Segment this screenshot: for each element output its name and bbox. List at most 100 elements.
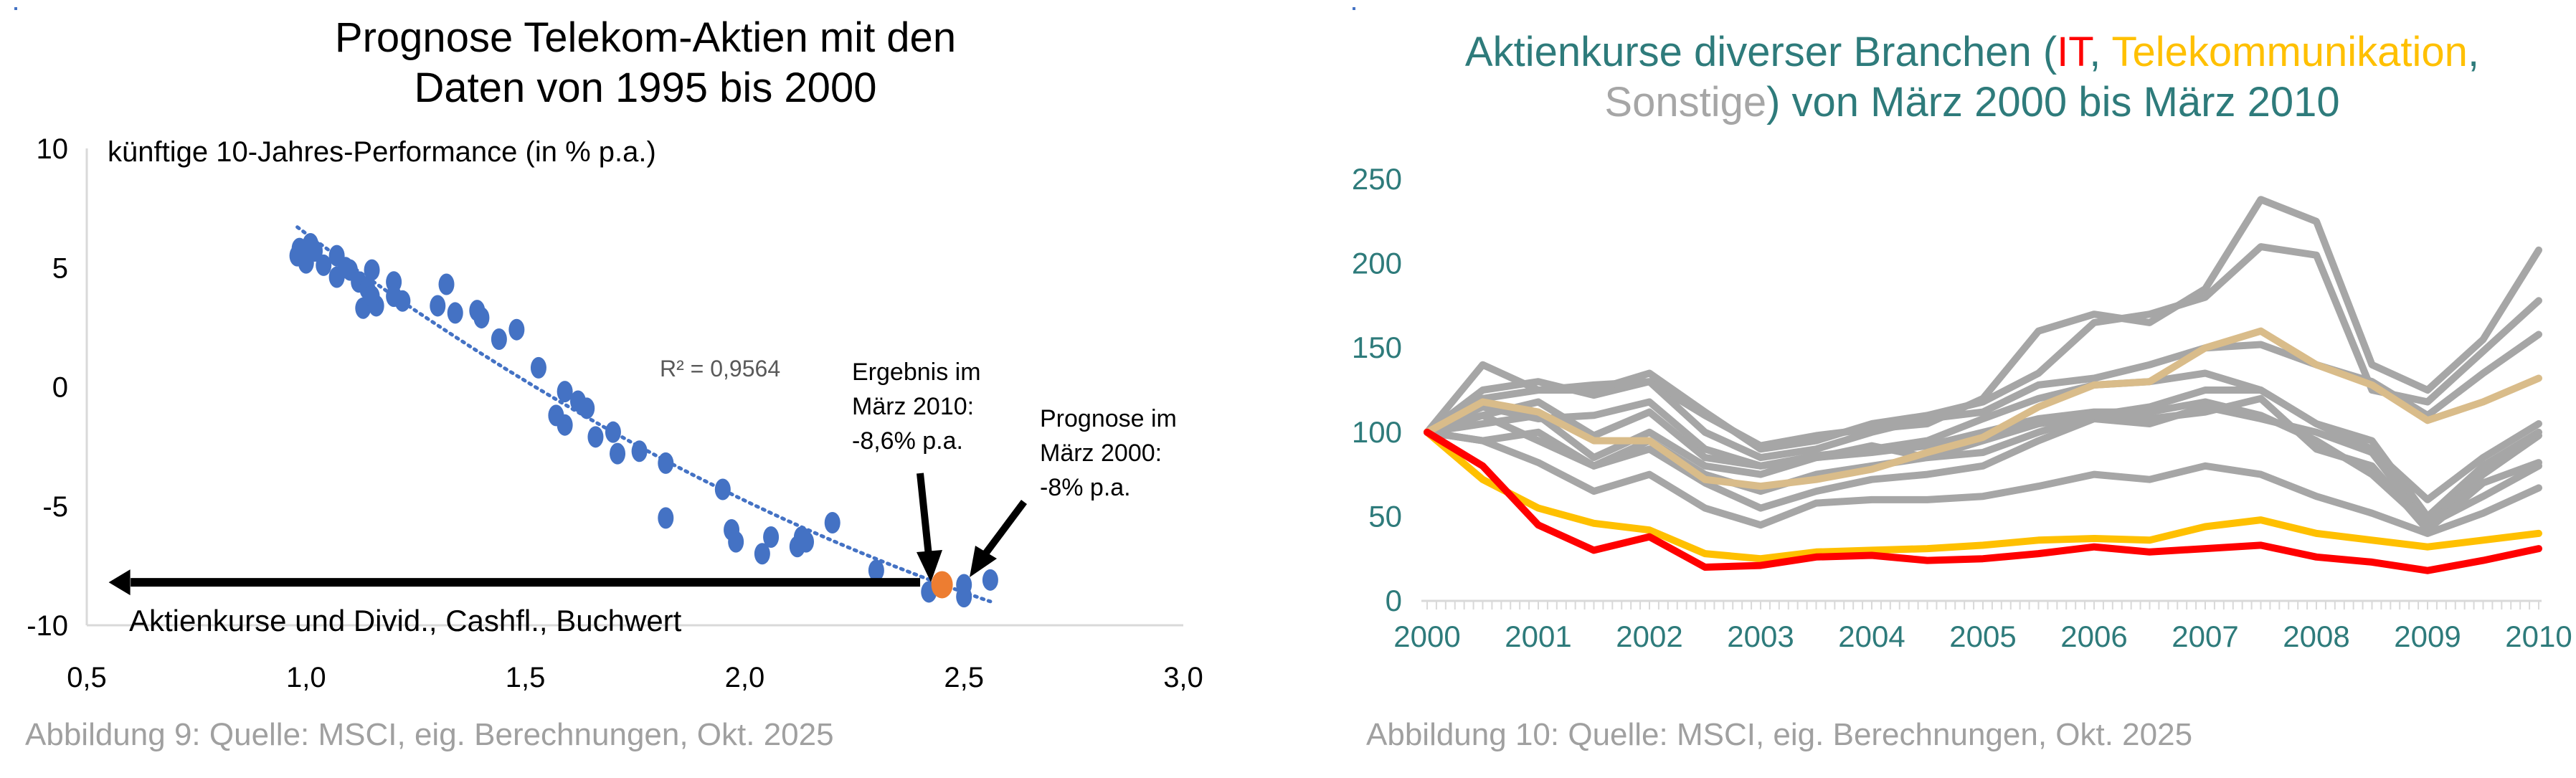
y-tick-label: 10 <box>37 133 69 165</box>
data-point <box>307 239 323 262</box>
data-point <box>491 328 507 350</box>
x-tick-label: 2005 <box>1949 620 2016 653</box>
data-point <box>447 302 463 324</box>
x-tick-label: 2002 <box>1616 620 1682 653</box>
title-text: Aktienkurse diverser Branchen ( <box>1464 29 2058 75</box>
data-point <box>605 421 621 443</box>
y-tick-label: -5 <box>42 491 68 523</box>
corner-mark <box>1353 7 1355 10</box>
series-line-sonstige-9 <box>1424 386 2542 521</box>
data-point <box>438 273 455 295</box>
left-title-line-2: Daten von 1995 bis 2000 <box>414 65 877 111</box>
series-line-sonstige-10 <box>1424 327 2542 490</box>
title-sonstige: Sonstige <box>1604 79 1767 125</box>
x-tick-label: 2,5 <box>944 662 984 693</box>
data-point <box>763 526 780 548</box>
data-point <box>728 531 744 553</box>
left-caption: Abbildung 9: Quelle: MSCI, eig. Berechnu… <box>25 717 834 752</box>
data-point <box>868 559 884 582</box>
series-line-sonstige-2 <box>1424 243 2542 453</box>
result-arrow-shaft <box>917 473 932 556</box>
title-telekom: Telekommunikation <box>2111 29 2468 75</box>
title-it: IT <box>2057 29 2090 75</box>
series-line-sonstige-1 <box>1424 196 2542 450</box>
data-point <box>364 259 380 281</box>
data-point <box>557 414 573 436</box>
data-point <box>508 318 525 341</box>
data-point <box>798 531 815 553</box>
data-point <box>530 356 546 379</box>
arrow-label: Aktienkurse und Divid., Cashfl., Buchwer… <box>129 604 682 637</box>
x-tick-label: 1,5 <box>506 662 546 693</box>
forecast-arrow-shaft <box>980 500 1028 558</box>
data-point <box>754 543 770 565</box>
data-point <box>557 381 573 403</box>
data-point <box>658 452 674 474</box>
left-chart-title: Prognose Telekom-Aktien mit den Daten vo… <box>215 13 1076 113</box>
x-tick-label: 2009 <box>2394 620 2461 653</box>
series-line-sonstige-8 <box>1424 403 2542 529</box>
left-title-line-1: Prognose Telekom-Aktien mit den <box>334 14 957 61</box>
result-arrow-head <box>917 550 942 582</box>
highlight-point <box>931 571 953 599</box>
x-tick-label: 2001 <box>1505 620 1571 653</box>
y-tick-label: 200 <box>1352 247 1402 280</box>
r-squared-label: R² = 0,9564 <box>660 356 780 381</box>
x-tick-label: 2000 <box>1393 620 1460 653</box>
y-tick-label: 100 <box>1352 415 1402 449</box>
x-tick-label: 2,0 <box>725 662 765 693</box>
scatter-chart: 10 5 0 -5 -10 0,5 1,0 1,5 2,0 2,5 3,0 künftige 10-… <box>27 133 1203 693</box>
forecast-annotation-line-3: -8% p.a. <box>1040 474 1131 501</box>
data-point <box>316 254 332 276</box>
right-chart-title: Aktienkurse diverser Branchen (IT, Telek… <box>1398 27 2546 128</box>
x-tick-label: 0,5 <box>67 662 107 693</box>
result-annotation-line-2: März 2010: <box>852 393 974 420</box>
series-line-telekommunikation <box>1424 428 2542 563</box>
x-tick-label: 2004 <box>1838 620 1905 653</box>
x-tick-label: 3,0 <box>1163 662 1203 693</box>
data-point <box>824 512 840 534</box>
data-point <box>579 397 595 419</box>
title-sep: , <box>2089 29 2112 75</box>
series-line-sonstige-7 <box>1424 428 2542 537</box>
x-tick-label: 2007 <box>2172 620 2238 653</box>
data-point <box>394 290 411 312</box>
x-tick-label: 2006 <box>2060 620 2127 653</box>
y-tick-label: -10 <box>27 610 68 642</box>
y-tick-label: 150 <box>1352 331 1402 364</box>
series-line-sonstige-4 <box>1424 369 2542 503</box>
data-point <box>982 569 998 591</box>
data-point <box>714 478 731 501</box>
x-tick-label: 2010 <box>2505 620 2572 653</box>
y-tick-label: 250 <box>1352 162 1402 196</box>
y-axis-label: künftige 10-Jahres-Performance (in % p.a… <box>108 136 656 168</box>
y-tick-label: 0 <box>1386 584 1402 617</box>
forecast-annotation-line-1: Prognose im <box>1040 405 1177 432</box>
x-tick-label: 1,0 <box>286 662 326 693</box>
data-point <box>587 426 604 448</box>
series-line-sonstige-5 <box>1424 398 2542 529</box>
result-annotation-line-1: Ergebnis im <box>852 359 981 386</box>
series-line-sonstige-3 <box>1424 331 2542 462</box>
data-point <box>610 442 626 465</box>
data-point <box>956 574 972 596</box>
x-tick-label: 2003 <box>1727 620 1794 653</box>
data-point <box>658 507 674 529</box>
series-line-it <box>1424 428 2542 574</box>
right-caption: Abbildung 10: Quelle: MSCI, eig. Berechn… <box>1366 717 2193 752</box>
series-line-sonstige-6 <box>1424 394 2542 534</box>
data-point <box>473 307 490 329</box>
data-point <box>631 440 648 462</box>
data-point <box>430 295 446 317</box>
y-tick-label: 50 <box>1368 499 1402 533</box>
title-text-2: ) von März 2000 bis März 2010 <box>1766 79 2340 125</box>
y-tick-label: 0 <box>52 372 68 404</box>
forecast-annotation-line-2: März 2000: <box>1040 440 1162 467</box>
forecast-arrow-head <box>970 546 997 577</box>
y-tick-label: 5 <box>52 252 68 284</box>
data-point <box>364 285 380 308</box>
horizontal-arrow-head <box>108 569 131 596</box>
x-tick-label: 2008 <box>2283 620 2349 653</box>
title-comma: , <box>2467 29 2480 75</box>
corner-mark <box>14 7 17 10</box>
